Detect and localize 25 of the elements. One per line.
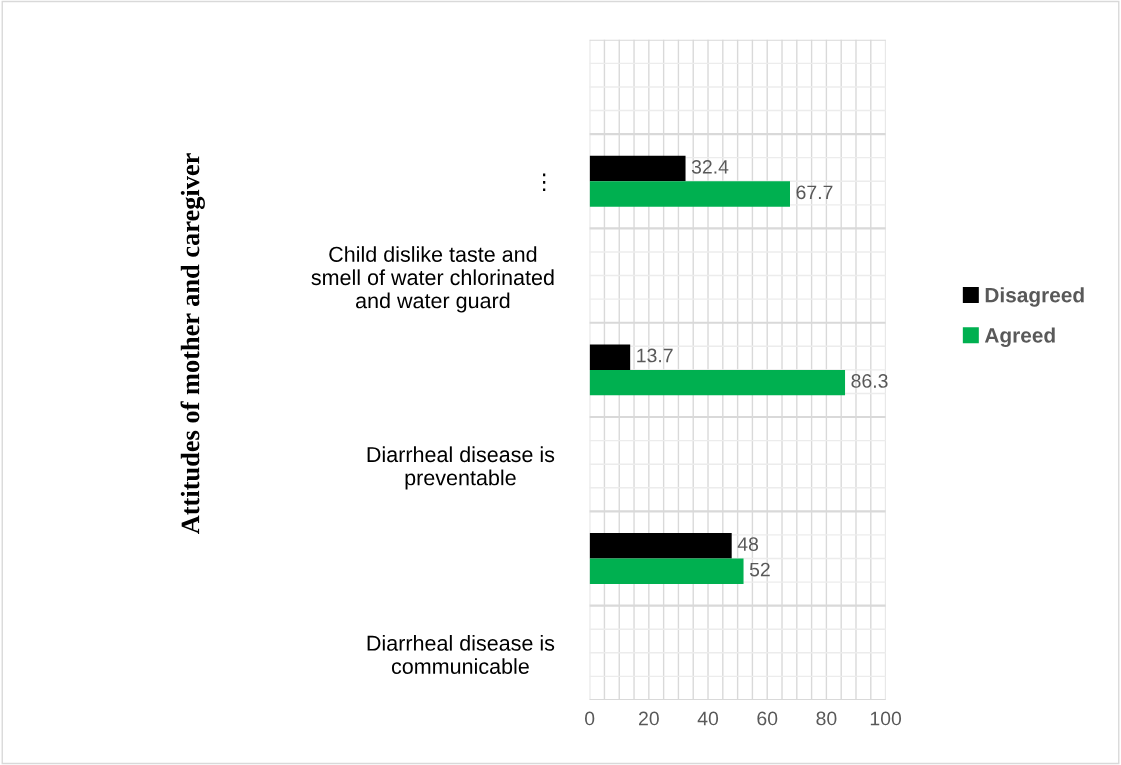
bar: [589, 533, 732, 559]
bar: [589, 181, 790, 207]
data-label: 48: [737, 537, 759, 551]
legend-label: Disagreed: [985, 287, 1084, 307]
x-tick-label: 40: [697, 711, 719, 726]
y-tick-label: Child dislike taste and smell of water chlorinated and water guard: [311, 246, 554, 313]
y-tick-label: Diarrheal disease is communicable: [367, 634, 555, 674]
y-tick-label: ⋮: [543, 173, 546, 192]
x-tick-label: 80: [816, 711, 837, 726]
y-tick-label: Diarrheal disease is preventable: [367, 446, 555, 490]
bar: [589, 369, 846, 396]
x-tick-label: 20: [639, 711, 659, 726]
data-label: 13.7: [637, 348, 673, 363]
bar: [589, 155, 686, 182]
bar: [589, 558, 744, 584]
bar: [589, 344, 631, 370]
legend-label: Agreed: [984, 327, 1055, 347]
data-label: 32.4: [691, 159, 729, 174]
x-tick-label: 0: [585, 711, 595, 726]
data-label: 67.7: [796, 185, 833, 200]
data-label: 86.3: [851, 374, 888, 388]
data-label: 52: [749, 562, 770, 577]
y-axis-title: Attitudes of mother and caregiver: [180, 153, 205, 535]
x-tick-label: 60: [757, 711, 778, 726]
x-tick-label: 100: [870, 711, 902, 726]
